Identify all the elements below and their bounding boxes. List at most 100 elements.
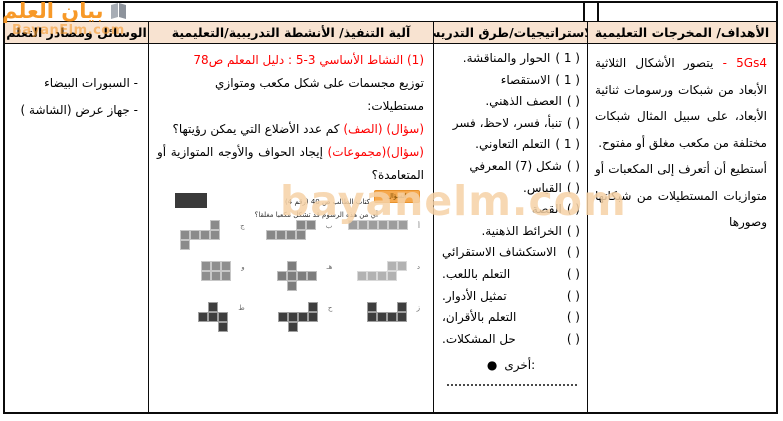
net-shape xyxy=(366,302,407,322)
cube-net: ج xyxy=(157,220,245,252)
net-letter-label: د xyxy=(416,263,420,271)
other-label: أخرى: xyxy=(504,358,536,373)
cube-net: و xyxy=(157,261,245,293)
table-header-row: الأهداف/ المخرجات التعليمية الاستراتيجيا… xyxy=(5,22,776,44)
strategy-label: العصف الذهني. xyxy=(485,94,562,109)
net-shape xyxy=(201,261,232,281)
strategy-item: ( ) شكل (7) المعرفي xyxy=(442,156,580,178)
net-letter-label: هـ xyxy=(326,263,333,271)
strategy-checkbox-mark: ( ) xyxy=(566,310,580,325)
net-shape xyxy=(180,220,230,250)
strategy-label: تنبأ، فسر، لاحظ، فسر xyxy=(452,115,562,130)
figure-reference: كتاب الطالب ص 40 (رقم 4) xyxy=(285,198,370,206)
resource-item: - السبورات البيضاء xyxy=(44,76,138,90)
cube-net: ب xyxy=(245,220,333,252)
strategy-item: ( ) تمثيل الأدوار. xyxy=(442,286,580,308)
activity-title: (1) النشاط الأساسي 3-5 : دليل المعلم ص78 xyxy=(193,53,424,67)
strategy-checkbox-mark: ( ) xyxy=(566,288,580,303)
net-letter-label: ح xyxy=(327,304,333,312)
net-shape xyxy=(277,302,318,332)
strategy-checkbox-mark: ( ) xyxy=(566,115,580,130)
objective-statement: 5Gs4 - يتصور الأشكال الثلاثية الأبعاد من… xyxy=(595,50,767,156)
strategy-label: الاستكشاف الاستقرائي xyxy=(442,245,557,260)
cube-net: هـ xyxy=(245,261,333,293)
table-grid-line xyxy=(597,3,599,21)
strategy-label: التعلم التعاوني. xyxy=(475,137,551,152)
activity-line: توزيع مجسمات على شكل مكعب ومتوازي مستطيل… xyxy=(215,76,424,113)
strategy-label: القياس. xyxy=(523,180,562,195)
strategy-item: ( ) التعلم باللعب. xyxy=(442,264,580,286)
question-text: كم عدد الأضلاع التي يمكن رؤيتها؟ xyxy=(172,122,340,136)
net-letter-label: ب xyxy=(325,222,333,230)
strategy-item: ( ) التعلم بالأقران، xyxy=(442,307,580,329)
strategy-checkbox-mark: ( ) xyxy=(566,245,580,260)
strategy-label: الاستقصاء xyxy=(500,72,551,87)
nets-grid: أ ب ج د هـ و ز ح ط xyxy=(157,220,424,334)
activity-question-1: (سؤال) (الصف) كم عدد الأضلاع التي يمكن ر… xyxy=(157,118,424,141)
strategy-checkbox-mark: ( 1 ) xyxy=(555,51,580,65)
activities-cell: (1) النشاط الأساسي 3-5 : دليل المعلم ص78… xyxy=(148,44,433,412)
header-strategies: الاستراتيجيات/طرق التدريس xyxy=(433,22,587,43)
strategy-checkbox-mark: ( ) xyxy=(566,180,580,195)
question-tag: (سؤال) (الصف) xyxy=(343,122,424,136)
cube-net: ط xyxy=(157,302,245,334)
strategy-label: التعلم بالأقران، xyxy=(442,310,517,325)
header-resources: الوسائل ومصادر التعلم xyxy=(6,25,147,40)
strategy-label: حل المشكلات. xyxy=(442,331,516,346)
question-text: إيجاد الحواف والأوجه المتوازية أو المتعا… xyxy=(157,145,424,182)
net-letter-label: و xyxy=(241,263,245,271)
cube-net: د xyxy=(332,261,420,293)
previous-row-remnant xyxy=(5,3,776,22)
objective-text: يتصور الأشكال الثلاثية الأبعاد من شبكات … xyxy=(595,56,767,150)
can-do-statement: أستطيع أن أتعرف إلى المكعبات أو متوازيات… xyxy=(595,162,767,229)
table-grid-line xyxy=(583,3,585,21)
scan-dark-rectangle xyxy=(175,193,207,208)
net-shape xyxy=(276,261,317,291)
strategies-cell: ( 1 ) الحوار والمناقشة. ( 1 ) الاستقصاء ( ) ا… xyxy=(433,44,587,412)
strategy-item: ( ) القصة xyxy=(442,199,580,221)
standard-code-separator: - xyxy=(713,56,737,70)
lesson-plan-table: الأهداف/ المخرجات التعليمية الاستراتيجيا… xyxy=(3,1,778,414)
goals-cell: 5Gs4 - يتصور الأشكال الثلاثية الأبعاد من… xyxy=(587,44,776,412)
strategy-label: الخرائط الذهنية. xyxy=(481,223,562,238)
net-letter-label: ز xyxy=(416,304,420,312)
table-body-row: 5Gs4 - يتصور الأشكال الثلاثية الأبعاد من… xyxy=(5,44,776,412)
strategy-checkbox-mark: ( ) xyxy=(566,266,580,281)
figure-caption-area: السؤال كتاب الطالب ص 40 (رقم 4) أي من هذ… xyxy=(157,190,424,219)
strategy-item: ( 1 ) الحوار والمناقشة. xyxy=(442,48,580,70)
header-goals: الأهداف/ المخرجات التعليمية xyxy=(587,22,776,43)
strategy-item: ( ) العصف الذهني. xyxy=(442,91,580,113)
strategy-checkbox-mark: ( ) xyxy=(566,158,580,173)
strategy-label: القصة xyxy=(531,202,562,217)
resource-item: - جهاز عرض (الشاشة ) xyxy=(20,103,138,117)
strategy-checkbox-mark: ( 1 ) xyxy=(555,137,580,152)
strategy-checkbox-mark: ( ) xyxy=(566,331,580,346)
strategy-label: تمثيل الأدوار. xyxy=(442,288,507,303)
net-letter-label: ج xyxy=(240,222,245,230)
net-shape xyxy=(348,220,409,230)
strategy-label: شكل (7) المعرفي xyxy=(469,158,562,173)
strategy-item: ( 1 ) الاستقصاء xyxy=(442,70,580,92)
figure-question: أي من هذه الرسوم قد تشكل مكعبا مغلقا؟ xyxy=(254,211,378,219)
question-badge: السؤال xyxy=(374,190,420,203)
cube-net: ز xyxy=(332,302,420,334)
strategy-item: ( ) الخرائط الذهنية. xyxy=(442,221,580,243)
net-shape xyxy=(356,261,407,281)
net-shape xyxy=(198,302,229,332)
strategy-item: ( 1 ) التعلم التعاوني. xyxy=(442,134,580,156)
strategies-list: ( 1 ) الحوار والمناقشة. ( 1 ) الاستقصاء ( ) ا… xyxy=(442,48,580,350)
fill-in-dotted-line xyxy=(447,384,577,387)
header-activities: آلية التنفيذ/ الأنشطة التدريبية/التعليمي… xyxy=(148,22,433,43)
strategy-label: التعلم باللعب. xyxy=(442,266,511,281)
strategy-item: ( ) الاستكشاف الاستقرائي xyxy=(442,242,580,264)
strategy-checkbox-mark: ( ) xyxy=(566,202,580,217)
activity-question-2: (سؤال)(مجموعات) إيجاد الحواف والأوجه الم… xyxy=(157,141,424,187)
cube-net: أ xyxy=(332,220,420,252)
strategy-checkbox-mark: ( ) xyxy=(566,223,580,238)
question-tag: (سؤال)(مجموعات) xyxy=(327,145,424,159)
net-letter-label: ط xyxy=(238,304,245,312)
strategy-label: الحوار والمناقشة. xyxy=(462,51,551,65)
strategy-item: ( ) حل المشكلات. xyxy=(442,329,580,351)
strategy-checkbox-mark: ( ) xyxy=(566,94,580,109)
